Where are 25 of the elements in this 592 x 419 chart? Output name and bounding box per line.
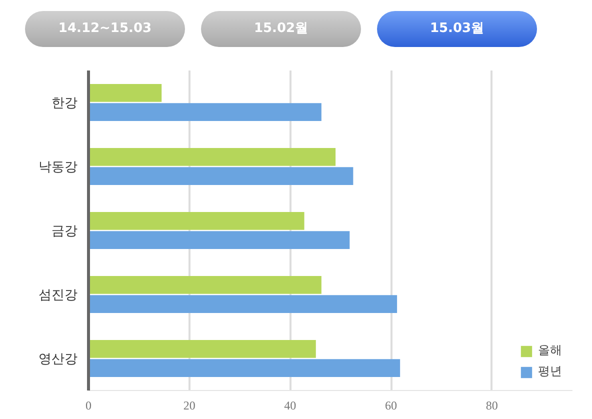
x-tick-label: 0 [86, 398, 92, 412]
x-tick-label: 20 [183, 398, 196, 412]
y-tick-label: 섬진강 [38, 287, 78, 302]
bar [88, 340, 316, 358]
bar [88, 295, 398, 314]
bar [88, 103, 322, 122]
text: 15.02월 [201, 11, 361, 47]
x-tick-label: 80 [486, 398, 498, 412]
legend-label: 올해 [538, 342, 562, 359]
bar [88, 167, 354, 186]
y-tick-label: 금강 [52, 223, 78, 238]
bar [88, 84, 162, 102]
text: 15.03월 [377, 11, 537, 47]
bar [88, 212, 304, 230]
bar [88, 359, 400, 378]
x-tick-label: 40 [284, 398, 296, 412]
legend-label: 평년 [538, 363, 562, 380]
x-tick-label: 60 [385, 398, 397, 412]
text: 14.12~15.03 [25, 11, 185, 47]
bar [88, 231, 350, 250]
bar [88, 276, 322, 294]
y-tick-label: 영산강 [38, 351, 78, 366]
y-tick-label: 한강 [52, 95, 78, 110]
y-tick-label: 낙동강 [38, 159, 78, 174]
bar [88, 148, 336, 166]
